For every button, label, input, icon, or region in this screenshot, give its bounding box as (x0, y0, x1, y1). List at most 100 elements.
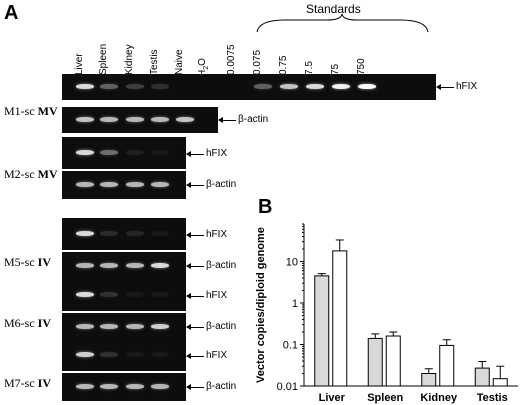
row5-hfix-arrowline (190, 356, 204, 357)
gel-m1-hfix (62, 74, 436, 100)
row-label-3: M6-sc IV (4, 316, 51, 331)
lane-label-2: Kidney (124, 44, 135, 75)
gel-row3-actin-band (151, 263, 169, 268)
row-label-suffix: IV (37, 255, 52, 269)
bar-testis-0 (474, 367, 490, 387)
gel-m1-hfix-band (332, 84, 350, 89)
gel-row4-hfix-band (76, 292, 94, 297)
row2-hfix-arrowhead (186, 151, 191, 157)
gel-row2-hfix-band (126, 150, 144, 155)
row-label-prefix: M6-sc (4, 316, 38, 330)
row-label-suffix: IV (37, 376, 52, 390)
row3-actin-arrowline (190, 266, 204, 267)
row2-actin-arrowline (190, 185, 204, 186)
gel-row2-actin-band (100, 182, 118, 187)
gel-row2-hfix (62, 137, 186, 169)
gel-row4-actin-band (151, 324, 169, 329)
gel-row3-actin-band (126, 263, 144, 268)
gel-m1-hfix-band (76, 84, 94, 89)
lane-label-7: 0.075 (252, 49, 263, 75)
y-tick-label: 10 (286, 256, 298, 268)
x-tick-label: Liver (319, 392, 346, 404)
gel-row4-actin (62, 313, 186, 341)
gel-row3-actin-band (76, 263, 94, 268)
gel-m1-hfix-band (176, 84, 194, 89)
panel-b-letter: B (258, 196, 273, 218)
y-tick-label: 0.1 (283, 339, 298, 351)
bar-chart: 0.01 0.1 1 10 Vector copies/diploid genome Li… (255, 223, 518, 404)
bar-liver-0 (314, 275, 330, 387)
row-label-prefix: M1-sc (4, 104, 38, 118)
gel-m1-actin-band (176, 117, 194, 122)
gel-row3-actin-band (100, 263, 118, 268)
row4-actin-label: β-actin (206, 321, 237, 332)
row2-hfix-arrowline (190, 154, 204, 155)
bar-liver-1 (332, 250, 348, 387)
row-label-4: M7-sc IV (4, 376, 51, 391)
gel-row5-actin-band (76, 384, 94, 389)
m1-actin-arrowhead (218, 117, 223, 123)
gel-row2-actin (62, 171, 186, 199)
row3-hfix-arrowhead (186, 232, 191, 238)
lane-label-1: Spleen (98, 43, 109, 75)
row-label-prefix: M5-sc (4, 255, 38, 269)
m1-hfix-arrowhead (436, 84, 441, 90)
gel-m1-hfix-band (126, 84, 144, 89)
row-label-prefix: M7-sc (4, 376, 38, 390)
x-tick-label: Kidney (420, 392, 458, 404)
gel-row5-hfix-band (126, 352, 144, 357)
row-label-suffix: MV (37, 104, 58, 118)
m1-hfix-arrowline (440, 87, 454, 88)
gel-m1-actin-band (76, 117, 94, 122)
bar-testis-1 (492, 378, 508, 387)
gel-m1-hfix-band (201, 84, 219, 89)
y-tick-label: 0.01 (277, 381, 298, 393)
row5-hfix-label: hFIX (206, 350, 228, 361)
gel-row5-actin-band (126, 384, 144, 389)
gel-row5-hfix-band (100, 352, 118, 357)
gel-m1-hfix-band (280, 84, 298, 89)
gel-row5-hfix (62, 339, 186, 371)
gel-row4-hfix-band (100, 292, 118, 297)
row-label-suffix: MV (37, 167, 58, 181)
gel-m1-hfix-band (358, 84, 376, 89)
gel-row4-hfix-band (126, 292, 144, 297)
gel-row3-hfix-band (151, 231, 169, 236)
row4-hfix-arrowhead (186, 293, 191, 299)
row2-hfix-label: hFIX (206, 148, 228, 159)
gel-m1-hfix-band (306, 84, 324, 89)
lane-label-11: 750 (356, 58, 367, 75)
gel-row2-actin-band (76, 182, 94, 187)
gel-m1-actin-band (126, 117, 144, 122)
gel-row2-hfix-band (151, 150, 169, 155)
gel-m1-actin-band (151, 117, 169, 122)
lane-label-6: 0.0075 (226, 44, 237, 75)
gel-row2-hfix-band (76, 150, 94, 155)
gel-row4-actin-band (76, 324, 94, 329)
row3-actin-arrowhead (186, 263, 191, 269)
gel-row4-hfix (62, 279, 186, 311)
row4-hfix-label: hFIX (206, 290, 228, 301)
gel-row2-hfix-band (100, 150, 118, 155)
row-label-prefix: M2-sc (4, 167, 38, 181)
gel-row5-actin-band (100, 384, 118, 389)
gel-row5-hfix-band (76, 352, 94, 357)
standards-bracket (256, 14, 429, 33)
row4-hfix-arrowline (190, 296, 204, 297)
bar-spleen-1 (385, 335, 401, 387)
m1-actin-arrowline (222, 120, 236, 121)
row5-actin-label: β-actin (206, 381, 237, 392)
gel-m1-actin (62, 107, 218, 133)
lane-label-4: Naive (174, 49, 185, 75)
row5-actin-arrowline (190, 387, 204, 388)
y-axis-label: Vector copies/diploid genome (255, 227, 267, 383)
row-label-0: M1-sc MV (4, 104, 58, 119)
gel-row3-actin (62, 252, 186, 280)
gel-m1-hfix-band (151, 84, 169, 89)
row-label-1: M2-sc MV (4, 167, 58, 182)
panel-a-letter: A (4, 2, 19, 24)
row2-actin-arrowhead (186, 182, 191, 188)
m1-hfix-label: hFIX (456, 81, 478, 92)
lane-label-8: 0.75 (278, 55, 289, 75)
row2-actin-label: β-actin (206, 179, 237, 190)
